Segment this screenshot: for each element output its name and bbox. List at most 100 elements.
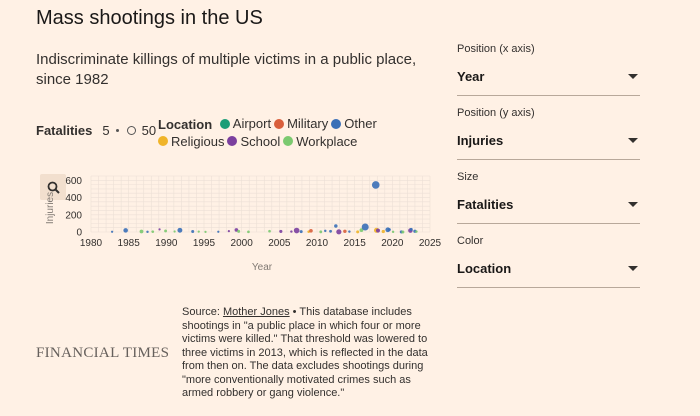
data-point — [359, 228, 364, 232]
data-point — [336, 229, 342, 235]
data-point — [343, 229, 347, 234]
data-point — [290, 230, 293, 233]
data-point — [334, 224, 338, 228]
legend-item-religious: Religious — [158, 133, 224, 150]
select-value: Fatalities — [457, 196, 514, 212]
size-legend: Fatalities 5 50 — [36, 123, 156, 138]
color-legend: Location Airport Military Other Religious Sc… — [158, 115, 398, 150]
legend-swatch-school — [227, 136, 238, 146]
caret-down-icon — [628, 265, 638, 271]
caret-down-icon — [628, 201, 638, 207]
data-point — [319, 230, 323, 234]
legend-label: Workplace — [296, 133, 358, 149]
chart-title: Mass shootings in the US — [36, 7, 263, 29]
control-label: Size — [457, 171, 479, 183]
data-point — [151, 230, 155, 233]
size-legend-min: 5 — [102, 123, 110, 138]
data-point — [329, 229, 332, 233]
x-tick-label: 1995 — [193, 238, 216, 249]
data-point — [191, 229, 195, 233]
zoom-button[interactable] — [40, 174, 66, 200]
source-link[interactable]: Mother Jones — [222, 306, 290, 318]
legend-item-school: School — [227, 133, 280, 150]
data-point — [247, 230, 250, 234]
data-point — [158, 228, 161, 231]
search-icon — [47, 181, 60, 194]
data-point — [204, 230, 207, 233]
x-tick-label: 2015 — [344, 238, 367, 249]
x-tick-label: 1990 — [155, 238, 178, 249]
data-point — [415, 230, 418, 233]
data-point — [391, 230, 395, 234]
x-tick-label: 2005 — [268, 238, 291, 249]
data-point — [164, 229, 167, 233]
data-point — [217, 230, 220, 233]
legend-label: Military — [287, 116, 329, 131]
chart-subtitle: Indiscriminate killings of multiple vict… — [36, 51, 417, 88]
position-y-axis-select[interactable]: Injuries — [457, 121, 640, 160]
y-axis-label: Injuries — [45, 192, 56, 224]
x-tick-label: 2000 — [231, 238, 254, 249]
large-circle-icon — [126, 126, 136, 135]
color-select[interactable]: Location — [457, 249, 640, 288]
data-point — [375, 228, 381, 233]
legend-item-other: Other — [331, 115, 377, 132]
select-value: Year — [457, 68, 485, 84]
chart-controls: Position (x axis) Year Position (y axis) In… — [457, 41, 640, 297]
data-point — [356, 230, 360, 234]
legend-swatch-other — [331, 118, 342, 129]
data-point — [197, 230, 200, 233]
caret-down-icon — [628, 137, 638, 143]
source-note: Source: Mother Jones • This database inc… — [182, 306, 444, 401]
control-label: Position (y axis) — [457, 107, 535, 119]
legend-item-military: Military — [274, 115, 328, 132]
control-color: Color Location — [457, 235, 640, 297]
data-point — [381, 229, 385, 234]
x-tick-label: 2020 — [381, 238, 404, 249]
data-point — [177, 227, 183, 233]
data-point — [401, 230, 405, 234]
legend-item-airport: Airport — [219, 115, 272, 132]
legend-item-workplace: Workplace — [283, 133, 357, 150]
control-label: Position (x axis) — [457, 43, 535, 55]
data-point — [110, 230, 114, 233]
data-point — [268, 229, 271, 233]
control-label: Color — [457, 235, 484, 247]
color-legend-label: Location — [158, 116, 213, 132]
y-tick-label: 0 — [76, 228, 82, 239]
data-point — [409, 227, 413, 231]
select-value: Location — [457, 260, 512, 276]
data-point — [173, 230, 176, 233]
caret-down-icon — [628, 73, 638, 79]
position-x-axis-select[interactable]: Year — [457, 57, 640, 96]
data-point — [348, 230, 351, 233]
control-position-y-axis: Position (y axis) Injuries — [457, 107, 640, 169]
select-value: Injuries — [457, 132, 504, 148]
source-text: • This database includes shootings in "a… — [182, 306, 428, 399]
x-tick-label: 1985 — [118, 238, 141, 249]
data-point — [123, 228, 128, 233]
legend-label: Airport — [232, 116, 272, 131]
small-circle-icon — [115, 129, 119, 132]
size-legend-label: Fatalities — [36, 123, 93, 138]
data-point — [309, 228, 313, 233]
data-point — [227, 230, 230, 233]
legend-label: Religious — [171, 133, 225, 149]
data-point — [279, 229, 283, 233]
data-point — [387, 228, 391, 232]
legend-swatch-workplace — [283, 136, 294, 146]
data-point — [371, 181, 380, 189]
scatter-chart[interactable]: 0 200 400 600 1980 1985 1990 1995 2000 2005 2010 20… — [0, 168, 450, 278]
data-point — [139, 229, 144, 234]
control-position-x-axis: Position (x axis) Year — [457, 43, 640, 105]
data-point — [146, 230, 149, 234]
size-select[interactable]: Fatalities — [457, 185, 640, 224]
legend-swatch-military — [274, 118, 285, 129]
x-axis-label: Year — [252, 262, 273, 273]
x-tick-label: 1980 — [80, 238, 103, 249]
size-legend-max: 50 — [141, 123, 157, 138]
legend-label: School — [240, 133, 281, 149]
x-tick-label: 2010 — [306, 238, 329, 249]
legend-label: Other — [344, 116, 377, 131]
source-prefix: Source: — [182, 306, 223, 318]
